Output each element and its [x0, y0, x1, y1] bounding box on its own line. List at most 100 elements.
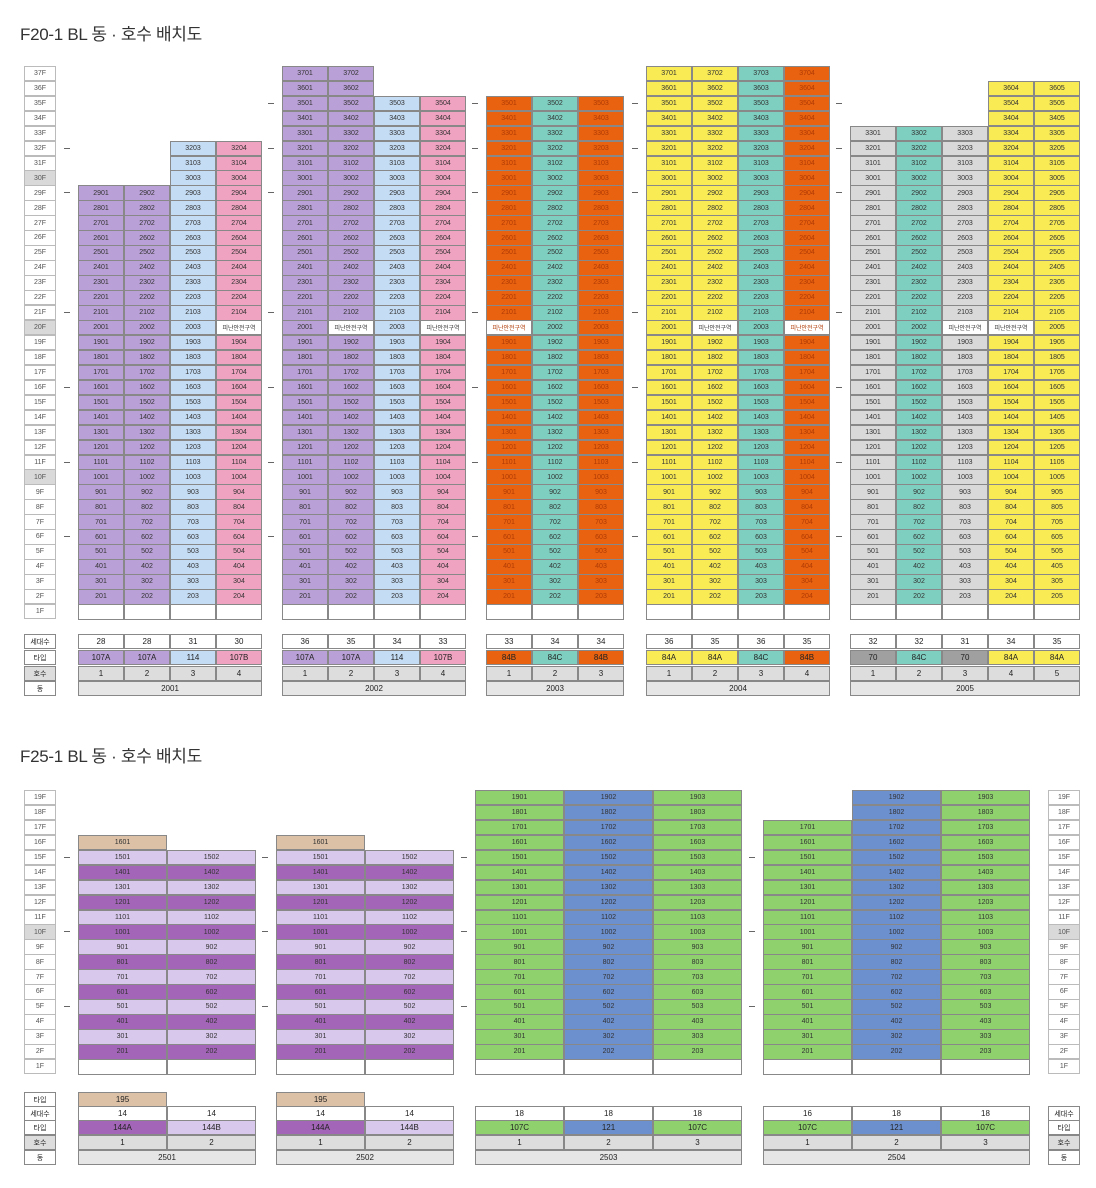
unit-cell: 2502	[692, 245, 738, 261]
unit-type: 114	[170, 650, 216, 665]
unit-cell: 3002	[532, 170, 578, 186]
unit-cell: 1003	[578, 469, 624, 485]
unit-cell: 401	[475, 1014, 564, 1030]
floor-tick	[64, 147, 70, 149]
unit-cell: 2802	[328, 200, 374, 216]
unit-cell: 1702	[852, 819, 941, 836]
unit-cell: 705	[1034, 514, 1080, 530]
unit-cell: 1402	[564, 864, 653, 881]
unit-cell: 1301	[646, 424, 692, 441]
unit-cell: 2705	[1034, 215, 1080, 231]
unit-cell: 1702	[328, 364, 374, 381]
unit-cell: 2904	[784, 185, 830, 201]
unit-cell: 601	[475, 984, 564, 1000]
unit-cell: 3202	[328, 140, 374, 157]
unit-cell: 1902	[328, 334, 374, 351]
unit-cell: 1704	[216, 364, 262, 381]
unit-cell: 1801	[475, 804, 564, 821]
unit-cell: 402	[852, 1014, 941, 1030]
unit-cell: 3501	[646, 95, 692, 112]
floor-label-right: 3F	[1048, 1029, 1080, 1045]
unit-cell: 3301	[850, 125, 896, 142]
unit-type: 84A	[1034, 650, 1080, 665]
unit-cell: 3004	[988, 170, 1034, 186]
unit-cell: 1203	[578, 439, 624, 456]
unit-cell: 201	[78, 1044, 167, 1060]
empty-cell	[78, 604, 124, 620]
unit-cell: 1402	[328, 409, 374, 426]
unit-cell: 3003	[738, 170, 784, 186]
unit-cell: 1604	[784, 379, 830, 396]
unit-cell: 3303	[942, 125, 988, 142]
refuge-zone-cell: 피난안전구역	[988, 319, 1034, 336]
unit-cell: 1003	[738, 469, 784, 485]
floor-label: 6F	[24, 529, 56, 545]
unit-cell: 804	[988, 499, 1034, 515]
floor-label: 21F	[24, 305, 56, 321]
unit-cell: 2301	[850, 275, 896, 291]
unit-cell: 1101	[646, 454, 692, 471]
unit-cell: 604	[420, 529, 466, 545]
unit-cell: 602	[328, 529, 374, 545]
floor-label-right: 2F	[1048, 1044, 1080, 1060]
unit-cell: 2802	[692, 200, 738, 216]
units-count: 36	[282, 634, 328, 649]
unit-cell: 502	[328, 544, 374, 560]
floor-tick	[268, 461, 274, 463]
unit-cell: 701	[276, 969, 365, 985]
floor-label-right: 9F	[1048, 939, 1080, 955]
unit-cell: 301	[850, 574, 896, 590]
unit-cell: 1801	[78, 349, 124, 366]
empty-cell	[365, 1059, 454, 1075]
unit-cell: 1703	[578, 364, 624, 381]
unit-cell: 1203	[374, 439, 420, 456]
unit-cell: 504	[784, 544, 830, 560]
unit-cell: 1901	[282, 334, 328, 351]
unit-cell: 2401	[850, 260, 896, 276]
unit-cell: 1001	[78, 469, 124, 485]
floor-label: 36F	[24, 80, 56, 97]
line-number: 2	[896, 666, 942, 681]
unit-cell: 2902	[692, 185, 738, 201]
unit-cell: 1901	[646, 334, 692, 351]
floor-label: 34F	[24, 110, 56, 127]
unit-cell: 404	[216, 559, 262, 575]
unit-cell: 1202	[532, 439, 578, 456]
unit-cell: 804	[784, 499, 830, 515]
unit-cell: 3101	[646, 155, 692, 172]
unit-cell: 1201	[646, 439, 692, 456]
unit-cell: 2304	[784, 275, 830, 291]
unit-cell: 1202	[852, 894, 941, 911]
unit-cell: 3002	[692, 170, 738, 186]
unit-type: 84A	[692, 650, 738, 665]
unit-cell: 1003	[941, 924, 1030, 940]
unit-cell: 2601	[646, 230, 692, 246]
unit-cell: 2901	[486, 185, 532, 201]
unit-cell: 3102	[532, 155, 578, 172]
unit-cell: 3004	[784, 170, 830, 186]
unit-cell: 1502	[532, 394, 578, 411]
unit-cell: 3203	[170, 140, 216, 157]
unit-cell: 3003	[578, 170, 624, 186]
unit-cell: 1601	[282, 379, 328, 396]
unit-cell: 302	[328, 574, 374, 590]
unit-cell: 3004	[420, 170, 466, 186]
unit-cell: 1402	[896, 409, 942, 426]
units-count: 18	[941, 1106, 1030, 1121]
unit-cell: 301	[486, 574, 532, 590]
empty-cell	[564, 1059, 653, 1075]
unit-cell: 601	[646, 529, 692, 545]
line-number: 3	[653, 1135, 742, 1150]
unit-cell: 1702	[532, 364, 578, 381]
unit-cell: 1004	[420, 469, 466, 485]
unit-cell: 2602	[532, 230, 578, 246]
unit-cell: 704	[988, 514, 1034, 530]
unit-cell: 803	[374, 499, 420, 515]
unit-cell: 2601	[78, 230, 124, 246]
floor-label: 33F	[24, 125, 56, 142]
unit-cell: 2903	[578, 185, 624, 201]
unit-cell: 3702	[328, 65, 374, 82]
unit-cell: 3003	[170, 170, 216, 186]
line-number: 1	[850, 666, 896, 681]
unit-type: 70	[942, 650, 988, 665]
